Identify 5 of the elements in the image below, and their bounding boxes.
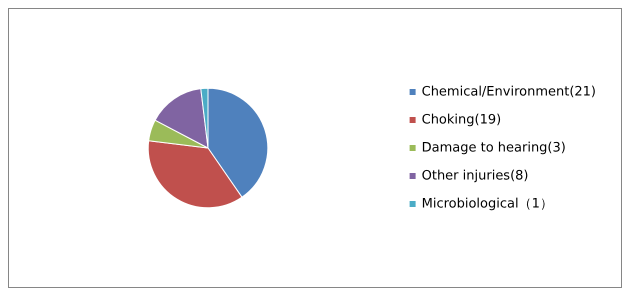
legend-label: Chemical/Environment(21) (422, 84, 596, 100)
legend-label: Microbiological（1） (422, 196, 553, 212)
legend-label: Choking(19) (422, 112, 502, 128)
legend-label: Other injuries(8) (422, 168, 528, 184)
legend-label: Damage to hearing(3) (422, 140, 566, 156)
